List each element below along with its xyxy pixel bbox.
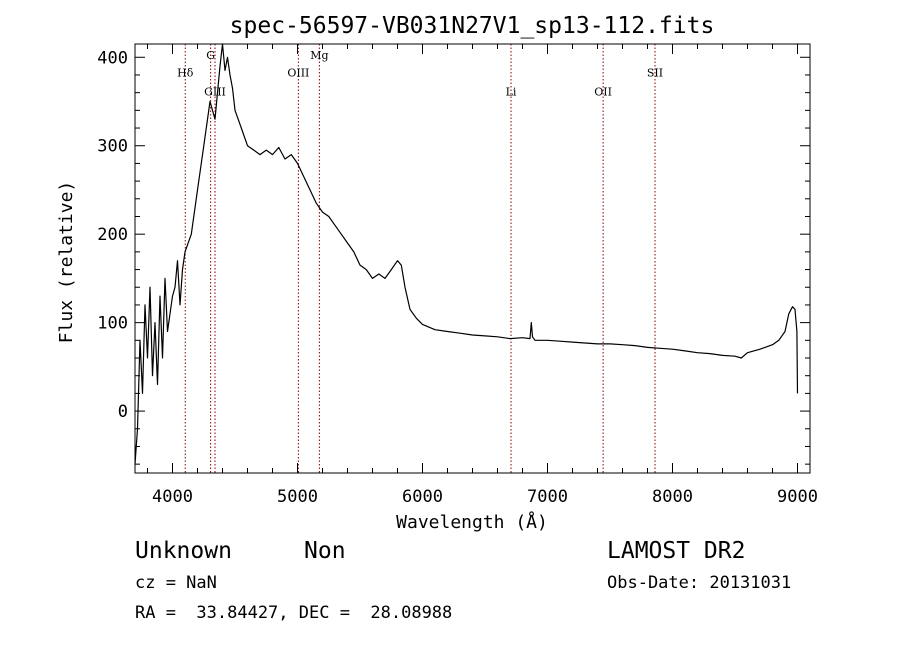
spectrum-line (134, 43, 799, 465)
spectral-line-label: Hδ (177, 67, 194, 80)
y-tick-label: 0 (118, 402, 128, 422)
plot-frame (134, 43, 811, 474)
spectral-line-label: GIII (204, 85, 226, 98)
object-subclass: Non (304, 538, 346, 564)
spectral-line-label: SII (647, 67, 663, 80)
y-tick-label: 200 (97, 225, 128, 245)
spectral-line-label: OIII (287, 67, 309, 80)
survey-name: LAMOST DR2 (607, 538, 746, 564)
y-tick-label: 400 (97, 48, 128, 68)
y-tick-label: 100 (97, 314, 128, 334)
x-tick-label: 5000 (277, 487, 318, 507)
object-class: Unknown (135, 538, 232, 564)
sky-coordinates: RA = 33.84427, DEC = 28.08988 (135, 603, 453, 623)
spectral-line-label: G (206, 49, 215, 62)
x-tick-label: 7000 (527, 487, 568, 507)
redshift-value: cz = NaN (135, 573, 217, 593)
chart-title: spec-56597-VB031N27V1_sp13-112.fits (230, 13, 715, 39)
y-tick-label: 300 (97, 137, 128, 157)
x-tick-label: 9000 (777, 487, 818, 507)
x-axis-label: Wavelength (Å) (396, 511, 548, 533)
axis-ticks: 4000 5000 6000 7000 8000 9000 0 100 200 300 400 (97, 44, 818, 507)
spectral-line-label: Mg (310, 49, 328, 62)
y-axis-label: Flux (relative) (56, 181, 77, 344)
x-tick-label: 8000 (652, 487, 693, 507)
x-tick-label: 6000 (402, 487, 443, 507)
spectral-line-label: Li (506, 85, 517, 98)
observation-date: Obs-Date: 20131031 (607, 573, 792, 593)
spectral-line-label: OII (594, 85, 612, 98)
x-tick-label: 4000 (152, 487, 193, 507)
